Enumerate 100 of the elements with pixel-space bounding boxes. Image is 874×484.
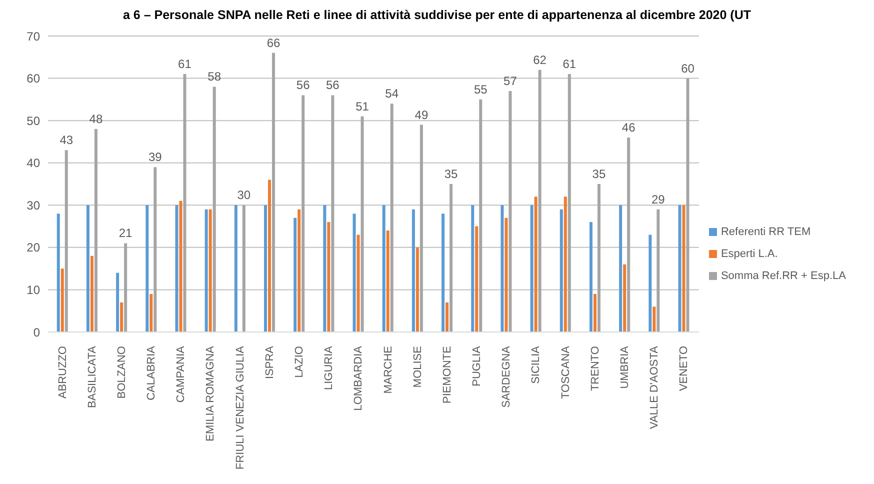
bar bbox=[386, 230, 390, 332]
data-label: 61 bbox=[178, 57, 192, 72]
bar bbox=[500, 205, 504, 332]
x-tick-label: MOLISE bbox=[412, 346, 424, 388]
data-label: 55 bbox=[474, 82, 488, 96]
bar bbox=[648, 234, 652, 332]
bar bbox=[652, 306, 656, 332]
y-tick-label: 50 bbox=[26, 114, 40, 128]
x-tick-label: TOSCANA bbox=[560, 345, 572, 399]
data-label: 46 bbox=[622, 120, 636, 134]
bar bbox=[204, 209, 208, 332]
bar bbox=[64, 150, 68, 332]
bar bbox=[298, 209, 301, 332]
bar bbox=[442, 214, 445, 332]
data-label: 54 bbox=[385, 86, 399, 101]
bar bbox=[471, 205, 474, 332]
bar bbox=[272, 52, 276, 332]
x-tick-label: CAMPANIA bbox=[175, 345, 188, 403]
data-label: 30 bbox=[237, 188, 251, 202]
data-label: 58 bbox=[208, 70, 222, 84]
bar bbox=[446, 302, 449, 332]
x-tick-label: PIEMONTE bbox=[441, 346, 454, 404]
bar bbox=[682, 205, 686, 332]
data-label: 56 bbox=[296, 78, 310, 92]
x-tick-label: BASILICATA bbox=[86, 345, 98, 408]
bar bbox=[154, 167, 157, 332]
bar bbox=[116, 272, 120, 332]
bar bbox=[146, 205, 149, 332]
data-label: 60 bbox=[681, 61, 695, 76]
bar bbox=[678, 205, 682, 332]
bar bbox=[623, 264, 626, 332]
data-label: 39 bbox=[148, 150, 162, 164]
x-tick-label: ABRUZZO bbox=[56, 346, 69, 399]
legend-label: Referenti RR TEM bbox=[720, 226, 811, 238]
bar bbox=[175, 205, 178, 332]
bar bbox=[508, 90, 512, 332]
bar bbox=[360, 116, 364, 332]
bar bbox=[589, 222, 592, 332]
bar bbox=[538, 70, 542, 332]
bar bbox=[268, 180, 272, 332]
data-label: 56 bbox=[326, 78, 340, 92]
bar bbox=[183, 74, 186, 332]
x-tick-label: VALLE D'AOSTA bbox=[648, 345, 661, 429]
x-tick-label: BOLZANO bbox=[116, 346, 128, 399]
y-tick-label: 60 bbox=[26, 72, 40, 86]
bar bbox=[560, 209, 563, 332]
y-tick-label: 30 bbox=[26, 198, 40, 212]
x-tick-label: LOMBARDIA bbox=[352, 345, 365, 411]
x-tick-label: FRIULI VENEZIA GIULIA bbox=[234, 345, 246, 470]
data-label: 48 bbox=[89, 112, 103, 126]
bar bbox=[331, 95, 334, 332]
bar bbox=[412, 209, 415, 332]
x-tick-label: UMBRIA bbox=[618, 345, 631, 389]
x-tick-label: PUGLIA bbox=[471, 345, 484, 386]
bar bbox=[264, 205, 268, 332]
y-tick-label: 40 bbox=[26, 156, 40, 170]
x-tick-label: SICILIA bbox=[530, 345, 542, 384]
bar bbox=[327, 222, 330, 332]
x-tick-label: ISPRA bbox=[264, 345, 276, 380]
x-tick-label: LAZIO bbox=[294, 346, 306, 378]
bar bbox=[382, 205, 386, 332]
bar bbox=[56, 214, 60, 332]
bar bbox=[568, 74, 571, 332]
bar bbox=[656, 209, 660, 332]
bar bbox=[593, 294, 596, 332]
y-tick-label: 20 bbox=[26, 240, 40, 255]
x-tick-label: CALABRIA bbox=[146, 345, 158, 400]
data-label: 62 bbox=[533, 52, 547, 67]
bar bbox=[234, 205, 238, 332]
x-tick-label: VENETO bbox=[678, 346, 690, 392]
data-label: 49 bbox=[414, 108, 428, 122]
bar bbox=[86, 205, 90, 332]
y-tick-label: 0 bbox=[33, 325, 40, 340]
bar bbox=[90, 256, 94, 332]
bar bbox=[619, 205, 622, 332]
bar bbox=[475, 226, 478, 332]
x-tick-label: EMILIA ROMAGNA bbox=[204, 345, 217, 442]
bar bbox=[120, 302, 124, 332]
data-label: 35 bbox=[592, 167, 606, 181]
bar bbox=[352, 214, 356, 332]
data-label: 35 bbox=[444, 167, 458, 181]
bar bbox=[323, 205, 326, 332]
bar bbox=[686, 78, 690, 332]
bar bbox=[302, 95, 305, 332]
data-label: 57 bbox=[504, 74, 518, 88]
legend-label: Esperti L.A. bbox=[720, 248, 778, 260]
bar bbox=[597, 184, 600, 332]
bar bbox=[479, 99, 482, 332]
x-tick-label: LIGURIA bbox=[323, 345, 336, 390]
bar bbox=[94, 129, 98, 332]
bar bbox=[294, 218, 297, 332]
x-tick-label: TRENTO bbox=[589, 346, 602, 392]
bar bbox=[416, 247, 419, 332]
bar bbox=[504, 218, 508, 332]
bar bbox=[356, 234, 360, 332]
bar bbox=[124, 243, 128, 332]
bar bbox=[242, 205, 246, 332]
legend-label: Somma Ref.RR + Esp.LA bbox=[720, 270, 846, 282]
bar bbox=[150, 294, 153, 332]
bar bbox=[179, 200, 182, 332]
